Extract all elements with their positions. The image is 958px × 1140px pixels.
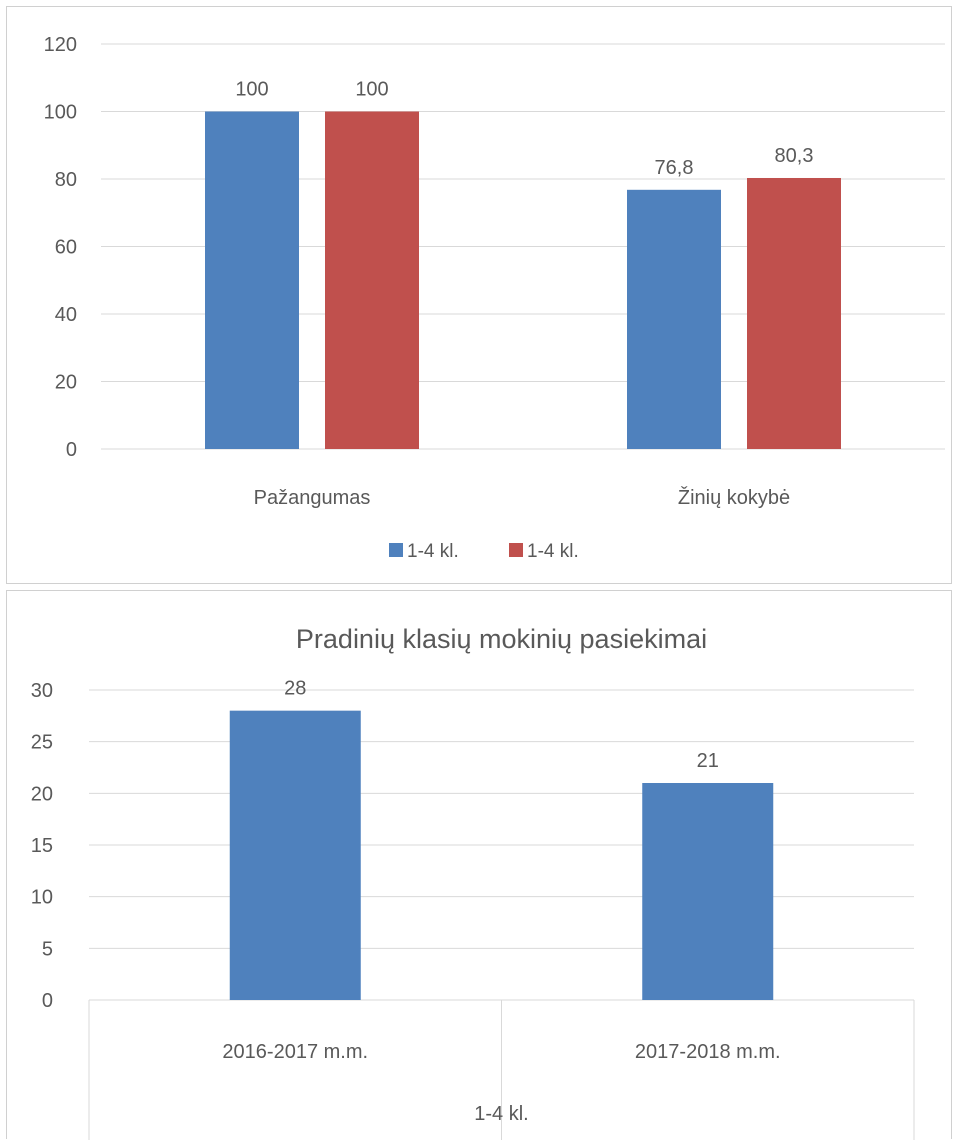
data-label: 100 [235, 79, 268, 101]
y-tick-label: 0 [66, 439, 77, 461]
legend-swatch [389, 543, 403, 557]
bar [229, 710, 361, 1000]
y-tick-label: 25 [31, 732, 53, 754]
x-axis-label: 1-4 kl. [474, 1103, 528, 1125]
chart-panel-achievement: 0 20 40 60 80 100 120 100 100 Pažangumas 76,8 80,3 Ž… [6, 6, 952, 584]
y-tick-label: 5 [42, 938, 53, 960]
bar-chart-pazangumas: 0 20 40 60 80 100 120 100 100 Pažangumas 76,8 80,3 Ž… [44, 34, 945, 562]
category-label: 2016-2017 m.m. [222, 1041, 368, 1063]
legend-swatch [509, 543, 523, 557]
category-label: 2017-2018 m.m. [635, 1041, 781, 1063]
y-tick-label: 100 [44, 102, 77, 124]
bar [205, 111, 299, 449]
bar-chart-students: Pradinių klasių mokinių pasiekimai 0 5 10 15… [31, 624, 915, 1140]
y-tick-label: 40 [55, 304, 77, 326]
data-label: 76,8 [655, 157, 694, 179]
chart-panel-students: Pradinių klasių mokinių pasiekimai 0 5 10 15… [6, 590, 952, 1140]
data-label: 80,3 [775, 145, 814, 167]
bar [325, 111, 419, 449]
category-label: Pažangumas [254, 487, 371, 509]
chart-title: Pradinių klasių mokinių pasiekimai [296, 624, 707, 654]
y-tick-label: 30 [31, 680, 53, 702]
bar [747, 177, 841, 450]
category-label: Žinių kokybė [678, 486, 790, 509]
data-label: 21 [697, 750, 719, 772]
legend-label: 1-4 kl. [407, 541, 459, 562]
y-tick-label: 0 [42, 990, 53, 1012]
data-label: 100 [355, 79, 388, 101]
legend-label: 1-4 kl. [527, 541, 579, 562]
data-label: 28 [284, 678, 306, 700]
y-tick-label: 120 [44, 34, 77, 56]
y-tick-label: 20 [55, 372, 77, 394]
y-tick-label: 20 [31, 783, 53, 805]
y-tick-label: 80 [55, 169, 77, 191]
y-tick-label: 15 [31, 835, 53, 857]
bar [627, 189, 721, 450]
y-tick-label: 60 [55, 237, 77, 259]
y-tick-label: 10 [31, 887, 53, 909]
bar [642, 783, 774, 1000]
